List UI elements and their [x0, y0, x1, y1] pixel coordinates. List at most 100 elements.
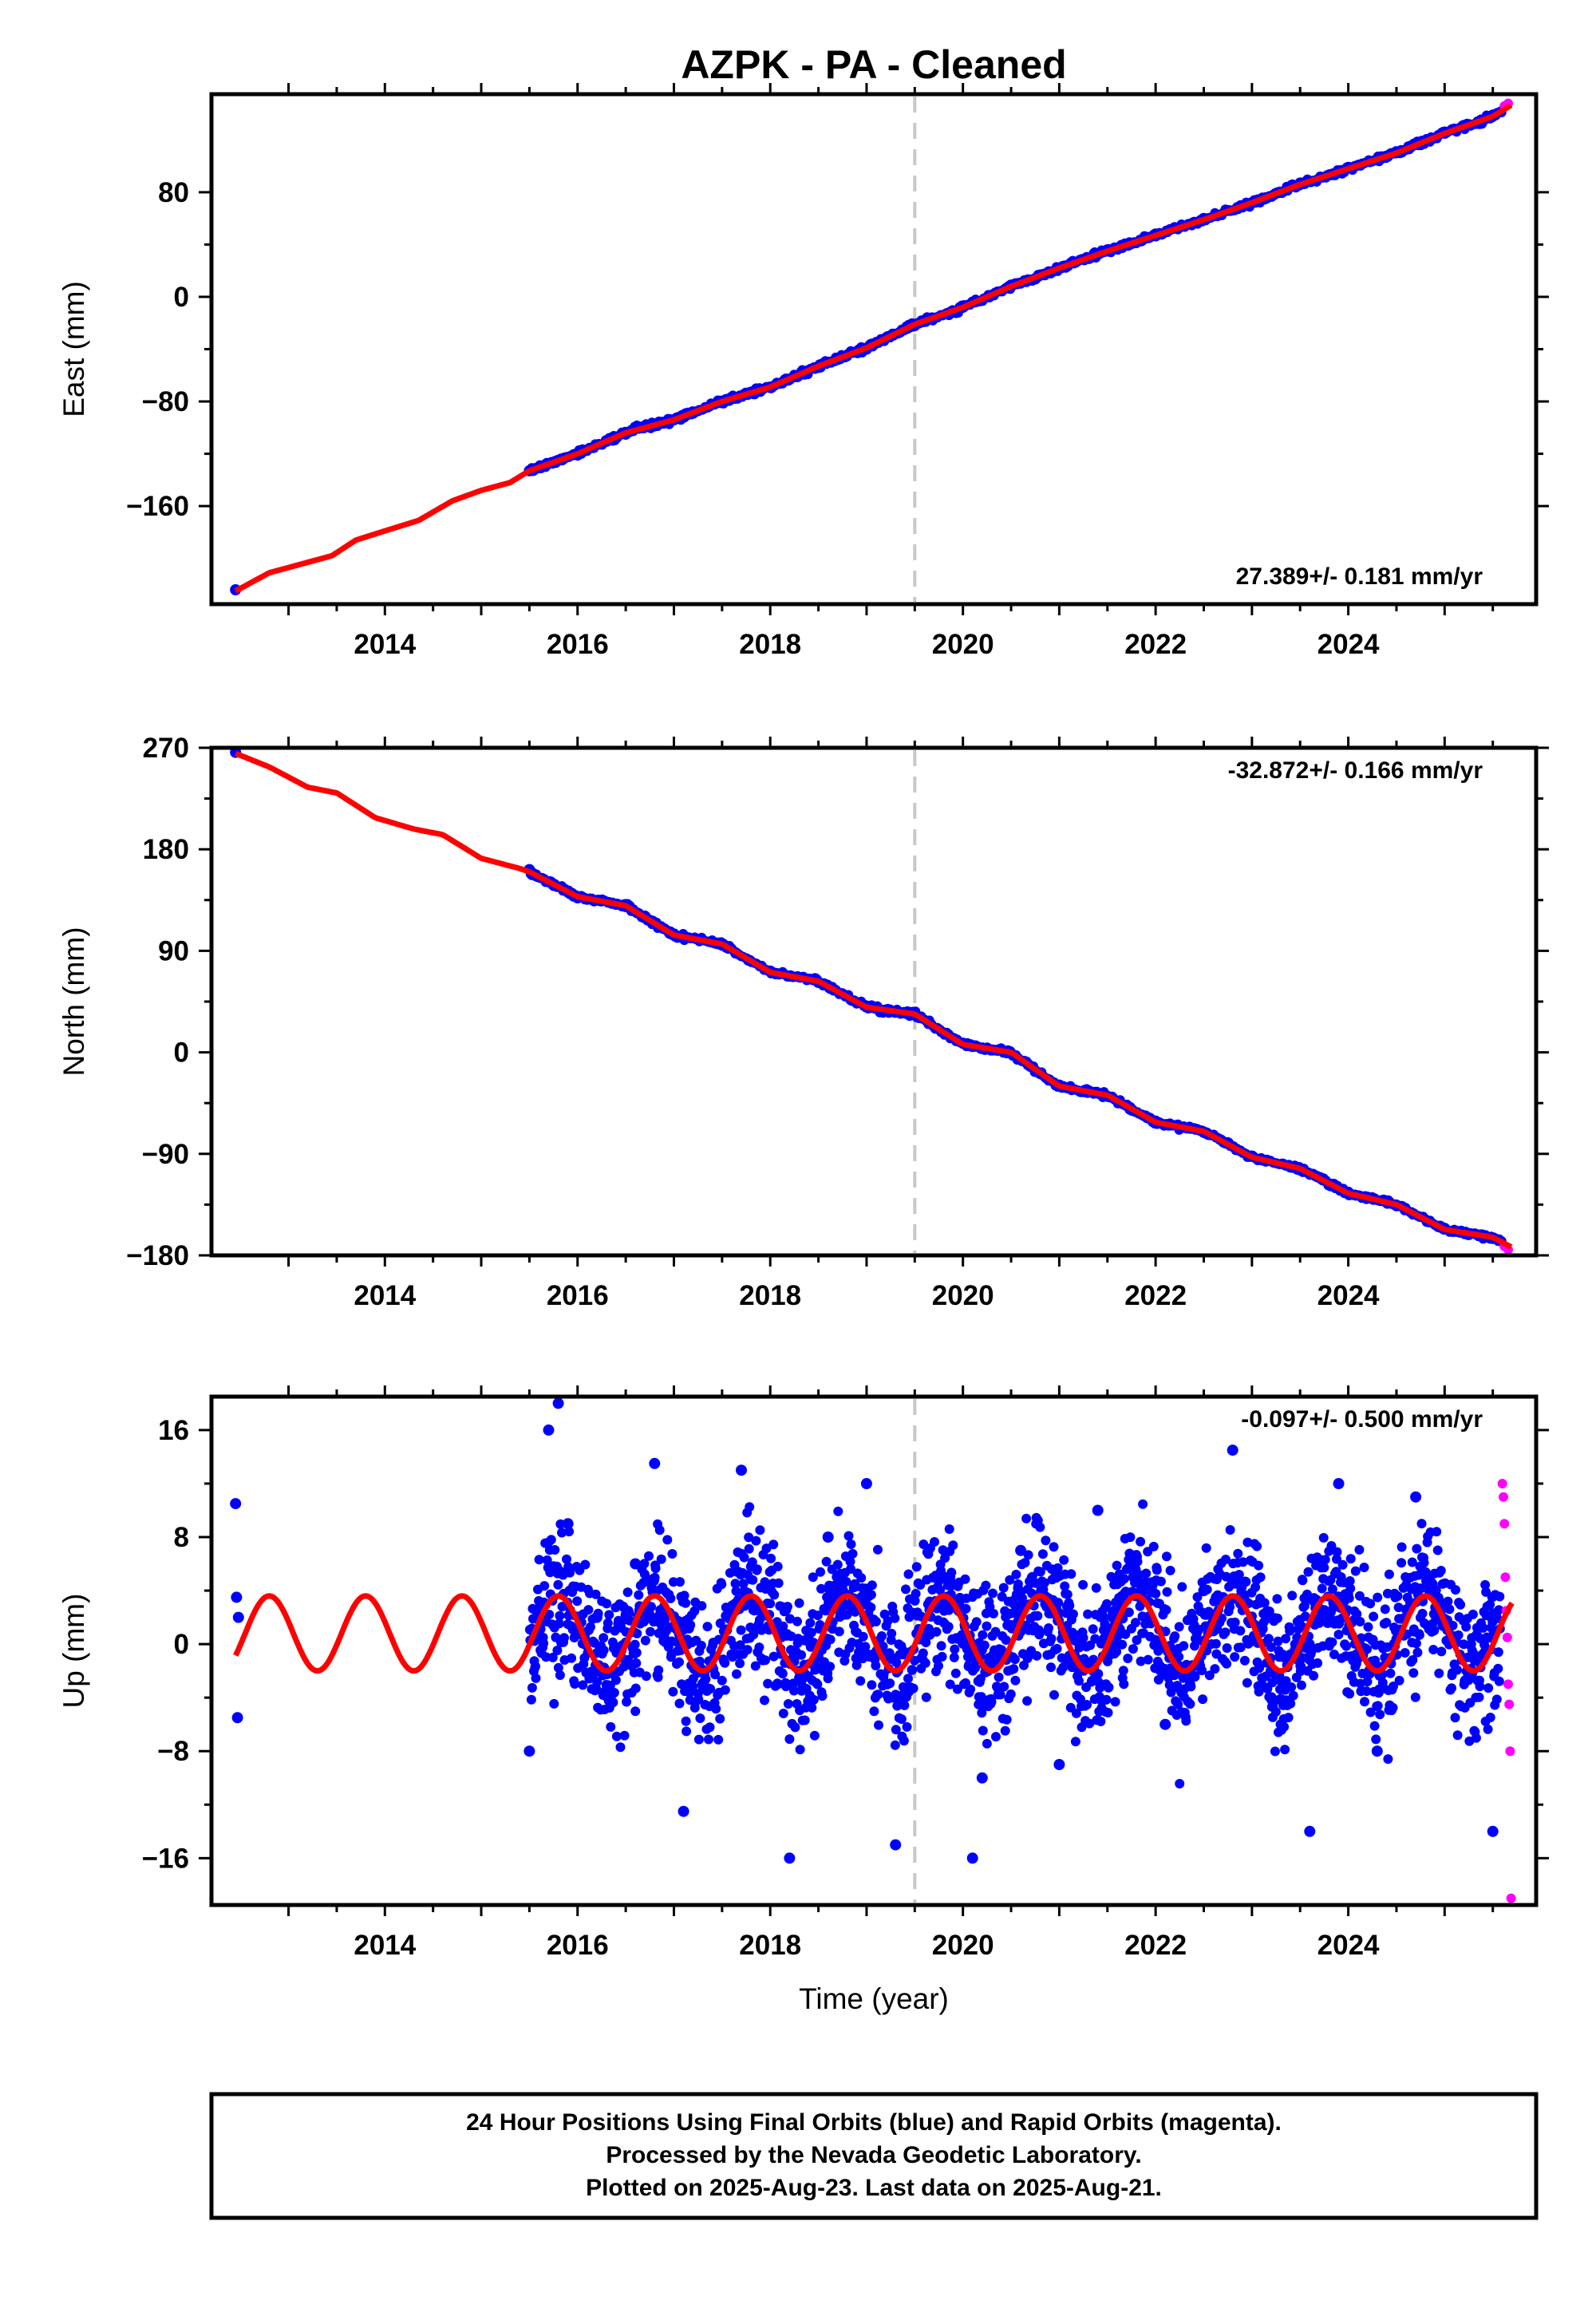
up-final-orbit-point — [1412, 1647, 1423, 1658]
up-final-orbit-point — [1033, 1611, 1043, 1621]
up-final-orbit-point — [1380, 1604, 1390, 1614]
up-final-orbit-point — [754, 1642, 764, 1653]
up-final-orbit-point — [681, 1726, 692, 1737]
up-final-orbit-point — [1174, 1622, 1184, 1632]
up-final-orbit-point — [1152, 1565, 1162, 1575]
east-fit-line — [234, 102, 1513, 594]
up-final-orbit-point — [768, 1539, 779, 1550]
up-final-orbit-point — [1417, 1608, 1428, 1618]
up-final-orbit-point — [832, 1559, 843, 1570]
up-final-orbit-point — [795, 1745, 805, 1755]
up-final-orbit-point — [731, 1586, 741, 1596]
north-y-tick-label: 0 — [174, 1037, 189, 1069]
up-final-orbit-point — [805, 1618, 816, 1628]
up-final-orbit-point — [1475, 1682, 1485, 1692]
up-final-orbit-point — [1039, 1578, 1049, 1588]
up-final-orbit-point — [846, 1564, 855, 1574]
up-final-orbit-point — [1410, 1692, 1420, 1702]
up-final-orbit-point — [911, 1589, 921, 1599]
up-final-orbit-point — [704, 1734, 713, 1745]
up-final-orbit-point — [539, 1581, 550, 1591]
up-final-orbit-point — [1286, 1698, 1296, 1709]
up-final-orbit-point — [1250, 1582, 1261, 1592]
up-final-orbit-point — [1491, 1694, 1502, 1705]
up-final-orbit-sample — [231, 1591, 243, 1603]
up-final-orbit-sample — [230, 1498, 242, 1510]
up-final-orbit-point — [990, 1626, 1001, 1637]
up-final-orbit-point — [1179, 1641, 1189, 1651]
north-y-axis-label: North (mm) — [57, 927, 90, 1076]
up-final-orbit-point — [650, 1572, 660, 1583]
up-final-orbit-point — [1233, 1548, 1243, 1559]
up-final-orbit-point — [1270, 1707, 1281, 1717]
up-final-orbit-point — [1309, 1670, 1319, 1681]
up-final-orbit-point — [856, 1573, 867, 1583]
up-final-orbit-point — [1078, 1633, 1088, 1643]
up-final-orbit-point — [1093, 1669, 1104, 1679]
up-final-orbit-point — [705, 1684, 716, 1694]
up-final-orbit-point — [1044, 1623, 1053, 1633]
up-final-orbit-point — [1320, 1555, 1330, 1565]
up-final-orbit-point — [1350, 1566, 1361, 1576]
up-y-axis-label: Up (mm) — [57, 1594, 90, 1709]
up-rapid-orbit-point — [1500, 1572, 1511, 1583]
north-x-tick-label: 2016 — [547, 1280, 609, 1311]
up-final-orbit-point — [1225, 1525, 1235, 1535]
up-final-orbit-point — [1088, 1624, 1098, 1634]
up-final-orbit-point — [1362, 1644, 1372, 1654]
up-final-orbit-point — [1011, 1569, 1021, 1579]
up-y-tick-label: −16 — [142, 1843, 189, 1874]
up-final-orbit-point — [1021, 1513, 1032, 1524]
up-final-orbit-point — [1049, 1542, 1059, 1552]
up-final-orbit-point — [693, 1694, 704, 1705]
up-final-orbit-point — [833, 1506, 843, 1516]
up-final-orbit-point — [1494, 1676, 1504, 1686]
up-final-orbit-point — [572, 1596, 583, 1607]
up-final-orbit-point — [1407, 1557, 1417, 1567]
up-final-orbit-point — [1468, 1609, 1478, 1619]
up-final-orbit-point — [877, 1631, 887, 1641]
up-final-orbit-point — [1408, 1655, 1418, 1665]
up-final-orbit-point — [736, 1625, 746, 1635]
up-final-orbit-point — [1267, 1678, 1278, 1688]
up-final-orbit-point — [1235, 1642, 1246, 1653]
up-final-orbit-point — [1433, 1592, 1444, 1603]
up-final-orbit-point — [1119, 1574, 1129, 1584]
up-final-orbit-point — [1432, 1527, 1442, 1537]
up-final-orbit-point — [1333, 1630, 1344, 1640]
up-rapid-orbit-point — [1502, 1632, 1512, 1642]
up-final-orbit-point — [1419, 1558, 1429, 1568]
up-final-orbit-point — [1332, 1554, 1341, 1564]
up-final-orbit-point — [1298, 1575, 1308, 1586]
up-final-orbit-point — [1141, 1568, 1152, 1579]
east-x-tick-label: 2014 — [354, 629, 416, 660]
up-final-orbit-point — [1035, 1567, 1045, 1577]
up-final-orbit-point — [961, 1603, 971, 1614]
up-final-orbit-point — [640, 1635, 650, 1646]
up-final-orbit-point — [1318, 1532, 1329, 1543]
up-final-orbit-point — [634, 1590, 644, 1600]
up-final-orbit-point — [639, 1559, 650, 1569]
up-data-points — [230, 1397, 1516, 1903]
up-final-orbit-point — [1370, 1655, 1381, 1666]
up-final-orbit-point — [1382, 1588, 1393, 1599]
up-final-orbit-point — [855, 1676, 866, 1686]
up-final-orbit-point — [662, 1535, 673, 1545]
up-final-orbit-point — [541, 1652, 551, 1662]
up-final-orbit-point — [1202, 1584, 1212, 1595]
up-final-orbit-point — [598, 1633, 609, 1643]
up-final-orbit-point — [1483, 1724, 1493, 1734]
up-final-orbit-point — [1474, 1692, 1484, 1702]
up-final-orbit-point — [760, 1695, 769, 1705]
up-final-orbit-point — [567, 1653, 577, 1663]
footer-line-1: 24 Hour Positions Using Final Orbits (bl… — [466, 2109, 1282, 2136]
up-final-orbit-point — [1059, 1555, 1069, 1565]
north-x-tick-label: 2022 — [1124, 1280, 1187, 1311]
up-final-orbit-point — [902, 1721, 912, 1732]
up-final-orbit-point — [1285, 1626, 1295, 1636]
up-final-orbit-point — [890, 1740, 900, 1750]
up-final-orbit-point — [773, 1679, 784, 1690]
up-final-orbit-point — [1001, 1714, 1012, 1725]
up-final-orbit-point — [1041, 1535, 1051, 1546]
up-final-orbit-point — [624, 1608, 634, 1618]
